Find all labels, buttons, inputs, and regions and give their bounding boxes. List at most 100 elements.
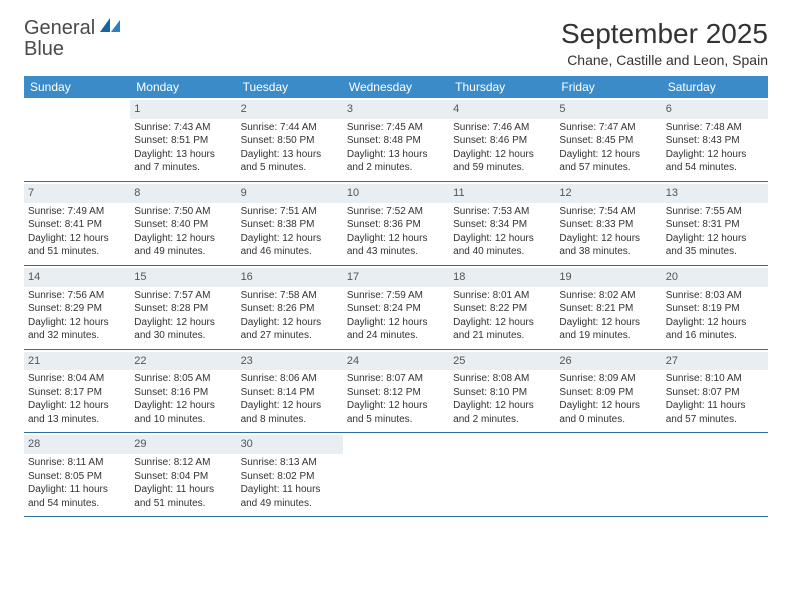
day-cell: 13Sunrise: 7:55 AMSunset: 8:31 PMDayligh… (662, 182, 768, 265)
sunset-text: Sunset: 8:45 PM (559, 134, 657, 148)
sunset-text: Sunset: 8:34 PM (453, 218, 551, 232)
sunset-text: Sunset: 8:12 PM (347, 386, 445, 400)
daylight-text: Daylight: 12 hours and 16 minutes. (666, 316, 764, 343)
day-cell (24, 98, 130, 181)
day-number: 17 (343, 268, 449, 287)
sunrise-text: Sunrise: 8:05 AM (134, 372, 232, 386)
logo-sail-icon (100, 18, 122, 34)
day-cell: 6 Sunrise: 7:48 AMSunset: 8:43 PMDaylight… (662, 98, 768, 181)
daylight-text: Daylight: 12 hours and 27 minutes. (241, 316, 339, 343)
sunset-text: Sunset: 8:14 PM (241, 386, 339, 400)
sunset-text: Sunset: 8:22 PM (453, 302, 551, 316)
logo: General Blue (24, 18, 122, 60)
daylight-text: Daylight: 12 hours and 10 minutes. (134, 399, 232, 426)
daylight-text: Daylight: 12 hours and 35 minutes. (666, 232, 764, 259)
day-number: 18 (449, 268, 555, 287)
day-cell: 16Sunrise: 7:58 AMSunset: 8:26 PMDayligh… (237, 266, 343, 349)
day-headers-row: SundayMondayTuesdayWednesdayThursdayFrid… (24, 76, 768, 98)
sunset-text: Sunset: 8:09 PM (559, 386, 657, 400)
sunset-text: Sunset: 8:05 PM (28, 470, 126, 484)
sunrise-text: Sunrise: 8:09 AM (559, 372, 657, 386)
sunrise-text: Sunrise: 7:44 AM (241, 121, 339, 135)
day-number: 26 (555, 352, 661, 371)
day-cell: 29Sunrise: 8:12 AMSunset: 8:04 PMDayligh… (130, 433, 236, 516)
sunrise-text: Sunrise: 8:13 AM (241, 456, 339, 470)
day-cell: 26Sunrise: 8:09 AMSunset: 8:09 PMDayligh… (555, 350, 661, 433)
sunset-text: Sunset: 8:43 PM (666, 134, 764, 148)
location-text: Chane, Castille and Leon, Spain (561, 52, 768, 68)
day-header: Wednesday (343, 76, 449, 98)
week-row: 7Sunrise: 7:49 AMSunset: 8:41 PMDaylight… (24, 182, 768, 266)
daylight-text: Daylight: 12 hours and 2 minutes. (453, 399, 551, 426)
daylight-text: Daylight: 13 hours and 7 minutes. (134, 148, 232, 175)
daylight-text: Daylight: 11 hours and 57 minutes. (666, 399, 764, 426)
day-cell (662, 433, 768, 516)
sunrise-text: Sunrise: 7:52 AM (347, 205, 445, 219)
sunrise-text: Sunrise: 7:55 AM (666, 205, 764, 219)
daylight-text: Daylight: 12 hours and 5 minutes. (347, 399, 445, 426)
day-cell: 23Sunrise: 8:06 AMSunset: 8:14 PMDayligh… (237, 350, 343, 433)
header: General Blue September 2025 Chane, Casti… (24, 18, 768, 68)
sunrise-text: Sunrise: 8:08 AM (453, 372, 551, 386)
week-row: 28Sunrise: 8:11 AMSunset: 8:05 PMDayligh… (24, 433, 768, 517)
week-row: 1Sunrise: 7:43 AMSunset: 8:51 PMDaylight… (24, 98, 768, 182)
daylight-text: Daylight: 11 hours and 51 minutes. (134, 483, 232, 510)
sunrise-text: Sunrise: 8:03 AM (666, 289, 764, 303)
day-number: 15 (130, 268, 236, 287)
day-number: 21 (24, 352, 130, 371)
day-cell: 8Sunrise: 7:50 AMSunset: 8:40 PMDaylight… (130, 182, 236, 265)
sunrise-text: Sunrise: 7:53 AM (453, 205, 551, 219)
sunset-text: Sunset: 8:21 PM (559, 302, 657, 316)
sunset-text: Sunset: 8:38 PM (241, 218, 339, 232)
sunrise-text: Sunrise: 7:47 AM (559, 121, 657, 135)
sunrise-text: Sunrise: 7:49 AM (28, 205, 126, 219)
day-cell: 28 Sunrise: 8:11 AMSunset: 8:05 PMDayligh… (24, 433, 130, 516)
day-cell: 7Sunrise: 7:49 AMSunset: 8:41 PMDaylight… (24, 182, 130, 265)
day-number: 6 (662, 100, 768, 119)
day-number: 7 (24, 184, 130, 203)
daylight-text: Daylight: 11 hours and 54 minutes. (28, 483, 126, 510)
day-header: Friday (555, 76, 661, 98)
sunset-text: Sunset: 8:04 PM (134, 470, 232, 484)
day-cell: 27Sunrise: 8:10 AMSunset: 8:07 PMDayligh… (662, 350, 768, 433)
sunrise-text: Sunrise: 8:07 AM (347, 372, 445, 386)
day-number: 22 (130, 352, 236, 371)
daylight-text: Daylight: 12 hours and 57 minutes. (559, 148, 657, 175)
daylight-text: Daylight: 12 hours and 8 minutes. (241, 399, 339, 426)
day-cell: 20Sunrise: 8:03 AMSunset: 8:19 PMDayligh… (662, 266, 768, 349)
day-cell: 11Sunrise: 7:53 AMSunset: 8:34 PMDayligh… (449, 182, 555, 265)
day-number: 1 (130, 100, 236, 119)
sunrise-text: Sunrise: 8:11 AM (28, 456, 126, 470)
day-number: 10 (343, 184, 449, 203)
day-cell: 5Sunrise: 7:47 AMSunset: 8:45 PMDaylight… (555, 98, 661, 181)
sunset-text: Sunset: 8:40 PM (134, 218, 232, 232)
week-row: 14Sunrise: 7:56 AMSunset: 8:29 PMDayligh… (24, 266, 768, 350)
day-cell: 4Sunrise: 7:46 AMSunset: 8:46 PMDaylight… (449, 98, 555, 181)
sunrise-text: Sunrise: 8:01 AM (453, 289, 551, 303)
day-cell (343, 433, 449, 516)
day-number: 2 (237, 100, 343, 119)
day-number: 12 (555, 184, 661, 203)
day-number: 14 (24, 268, 130, 287)
day-number: 4 (449, 100, 555, 119)
daylight-text: Daylight: 12 hours and 0 minutes. (559, 399, 657, 426)
page-title: September 2025 (561, 18, 768, 50)
sunrise-text: Sunrise: 8:10 AM (666, 372, 764, 386)
daylight-text: Daylight: 12 hours and 59 minutes. (453, 148, 551, 175)
sunrise-text: Sunrise: 7:51 AM (241, 205, 339, 219)
logo-word1: General (24, 17, 95, 39)
sunrise-text: Sunrise: 7:57 AM (134, 289, 232, 303)
sunset-text: Sunset: 8:19 PM (666, 302, 764, 316)
sunrise-text: Sunrise: 7:48 AM (666, 121, 764, 135)
daylight-text: Daylight: 12 hours and 24 minutes. (347, 316, 445, 343)
daylight-text: Daylight: 12 hours and 46 minutes. (241, 232, 339, 259)
sunrise-text: Sunrise: 7:54 AM (559, 205, 657, 219)
daylight-text: Daylight: 12 hours and 19 minutes. (559, 316, 657, 343)
day-header: Thursday (449, 76, 555, 98)
day-cell: 24Sunrise: 8:07 AMSunset: 8:12 PMDayligh… (343, 350, 449, 433)
sunrise-text: Sunrise: 7:56 AM (28, 289, 126, 303)
day-number: 28 (24, 435, 130, 454)
day-cell: 14Sunrise: 7:56 AMSunset: 8:29 PMDayligh… (24, 266, 130, 349)
day-number: 11 (449, 184, 555, 203)
daylight-text: Daylight: 12 hours and 54 minutes. (666, 148, 764, 175)
